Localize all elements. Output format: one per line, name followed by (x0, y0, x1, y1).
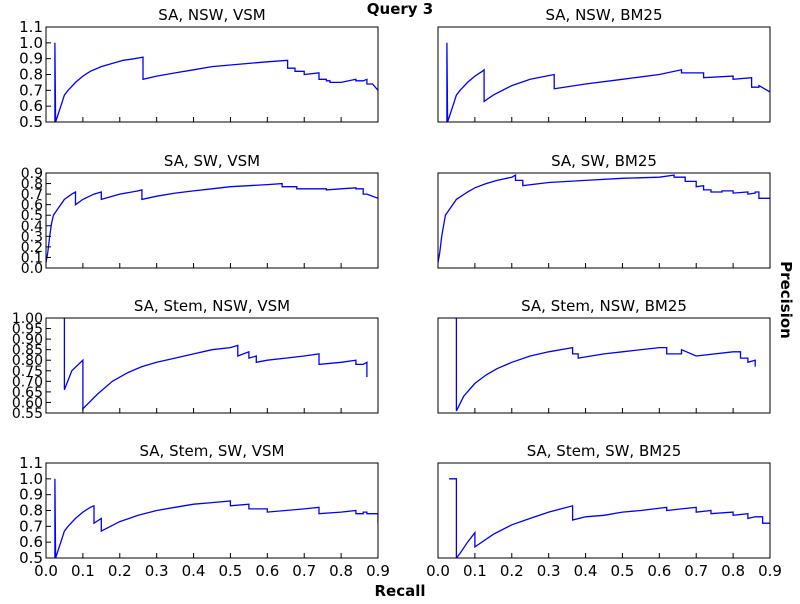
y-tick-label: 0.0 (21, 261, 43, 277)
y-tick-label: 0.5 (19, 549, 43, 567)
y-tick-label: 0.3 (21, 229, 43, 245)
y-tick-label: 0.65 (12, 385, 43, 401)
plot-frame (437, 172, 771, 269)
y-tick-label: 1.1 (19, 18, 43, 36)
y-tick-label: 0.8 (19, 66, 43, 84)
precision-recall-line (449, 478, 770, 558)
subplot-8: SA, Stem, SW, BM25 0.0 0.1 0.2 0.3 0.4 0.5 0.6 0… (426, 442, 782, 580)
subplot-3: SA, SW, VSM 0.00.10.20.30.40.50.60.70.80.… (21, 152, 379, 277)
y-tick-label: 1.0 (19, 470, 43, 488)
subplot-title: SA, Stem, SW, VSM (140, 442, 285, 460)
subplot-title: SA, NSW, VSM (158, 6, 265, 24)
y-tick-label: 0.6 (19, 533, 43, 551)
x-tick-label: 0.1 (463, 562, 487, 580)
precision-recall-line (454, 318, 756, 412)
x-tick-label: 0.2 (108, 562, 132, 580)
plot-frame (437, 462, 771, 559)
y-tick-label: 0.55 (12, 406, 43, 422)
x-tick-label: 0.7 (684, 562, 708, 580)
y-tick-label: 0.7 (21, 187, 43, 203)
y-tick-label: 1.00 (12, 311, 43, 327)
y-tick-label: 0.2 (21, 240, 43, 256)
subplot-title: SA, SW, VSM (164, 152, 260, 170)
subplot-1: SA, NSW, VSM 0.50.60.70.80.91.01.1 (19, 6, 379, 131)
plot-frame (45, 172, 379, 269)
plot-frame (437, 317, 771, 414)
x-tick-label: 0.0 (34, 562, 58, 580)
y-tick-label: 0.95 (12, 322, 43, 338)
y-tick-label: 0.7 (19, 81, 43, 99)
y-tick-label: 0.6 (19, 97, 43, 115)
x-tick-label: 0.2 (500, 562, 524, 580)
subplot-7: SA, Stem, SW, VSM0.50.60.70.80.91.01.10.… (19, 442, 390, 580)
y-tick-label: 0.8 (21, 177, 43, 193)
x-tick-label: 0.5 (219, 562, 243, 580)
y-tick-label: 0.8 (19, 502, 43, 520)
x-tick-label: 0.4 (182, 562, 206, 580)
x-tick-label: 0.4 (574, 562, 598, 580)
subplot-6: SA, Stem, NSW, BM25 (437, 297, 771, 414)
y-tick-label: 0.9 (19, 50, 43, 68)
y-tick-label: 0.70 (12, 374, 43, 390)
precision-recall-line (46, 182, 378, 263)
y-tick-label: 0.60 (12, 395, 43, 411)
x-tick-label: 0.9 (366, 562, 390, 580)
x-tick-label: 0.8 (721, 562, 745, 580)
y-axis-label: Precision (777, 261, 795, 339)
x-axis-label: Recall (374, 582, 425, 600)
x-tick-label: 0.9 (758, 562, 782, 580)
y-tick-label: 0.6 (21, 198, 43, 214)
y-tick-label: 0.80 (12, 353, 43, 369)
y-tick-label: 0.7 (19, 517, 43, 535)
y-tick-label: 0.1 (21, 250, 43, 266)
y-tick-label: 1.0 (19, 34, 43, 52)
x-tick-label: 0.0 (426, 562, 450, 580)
y-tick-label: 0.4 (21, 219, 43, 235)
subplot-title: SA, SW, BM25 (551, 152, 657, 170)
y-tick-label: 0.5 (21, 208, 43, 224)
plot-frame (437, 26, 771, 123)
x-tick-label: 0.3 (145, 562, 169, 580)
y-tick-label: 0.90 (12, 332, 43, 348)
x-tick-label: 0.6 (255, 562, 279, 580)
subplot-title: SA, Stem, NSW, BM25 (521, 297, 687, 315)
y-tick-label: 1.1 (19, 454, 43, 472)
precision-recall-line (63, 318, 368, 411)
subplot-title: SA, Stem, SW, BM25 (527, 442, 682, 460)
y-tick-label: 0.75 (12, 364, 43, 380)
subplot-2: SA, NSW, BM25 (437, 6, 771, 123)
x-tick-label: 0.1 (71, 562, 95, 580)
subplot-5: SA, Stem, NSW, VSM0.550.600.650.700.750.… (12, 297, 379, 422)
x-tick-label: 0.8 (329, 562, 353, 580)
x-tick-label: 0.6 (647, 562, 671, 580)
x-tick-label: 0.7 (292, 562, 316, 580)
precision-recall-line (54, 42, 378, 122)
y-tick-label: 0.85 (12, 343, 43, 359)
figure-suptitle: Query 3 (367, 0, 433, 18)
plot-frame (45, 317, 379, 414)
y-tick-label: 0.5 (19, 113, 43, 131)
x-tick-label: 0.5 (611, 562, 635, 580)
x-tick-label: 0.3 (537, 562, 561, 580)
y-tick-label: 0.9 (19, 486, 43, 504)
subplot-4: SA, SW, BM25 (437, 152, 771, 269)
precision-recall-line (446, 42, 770, 122)
precision-recall-line (54, 478, 378, 558)
subplot-title: SA, Stem, NSW, VSM (134, 297, 290, 315)
subplot-title: SA, NSW, BM25 (545, 6, 662, 24)
y-tick-label: 0.9 (21, 166, 43, 182)
precision-recall-line (438, 173, 770, 263)
